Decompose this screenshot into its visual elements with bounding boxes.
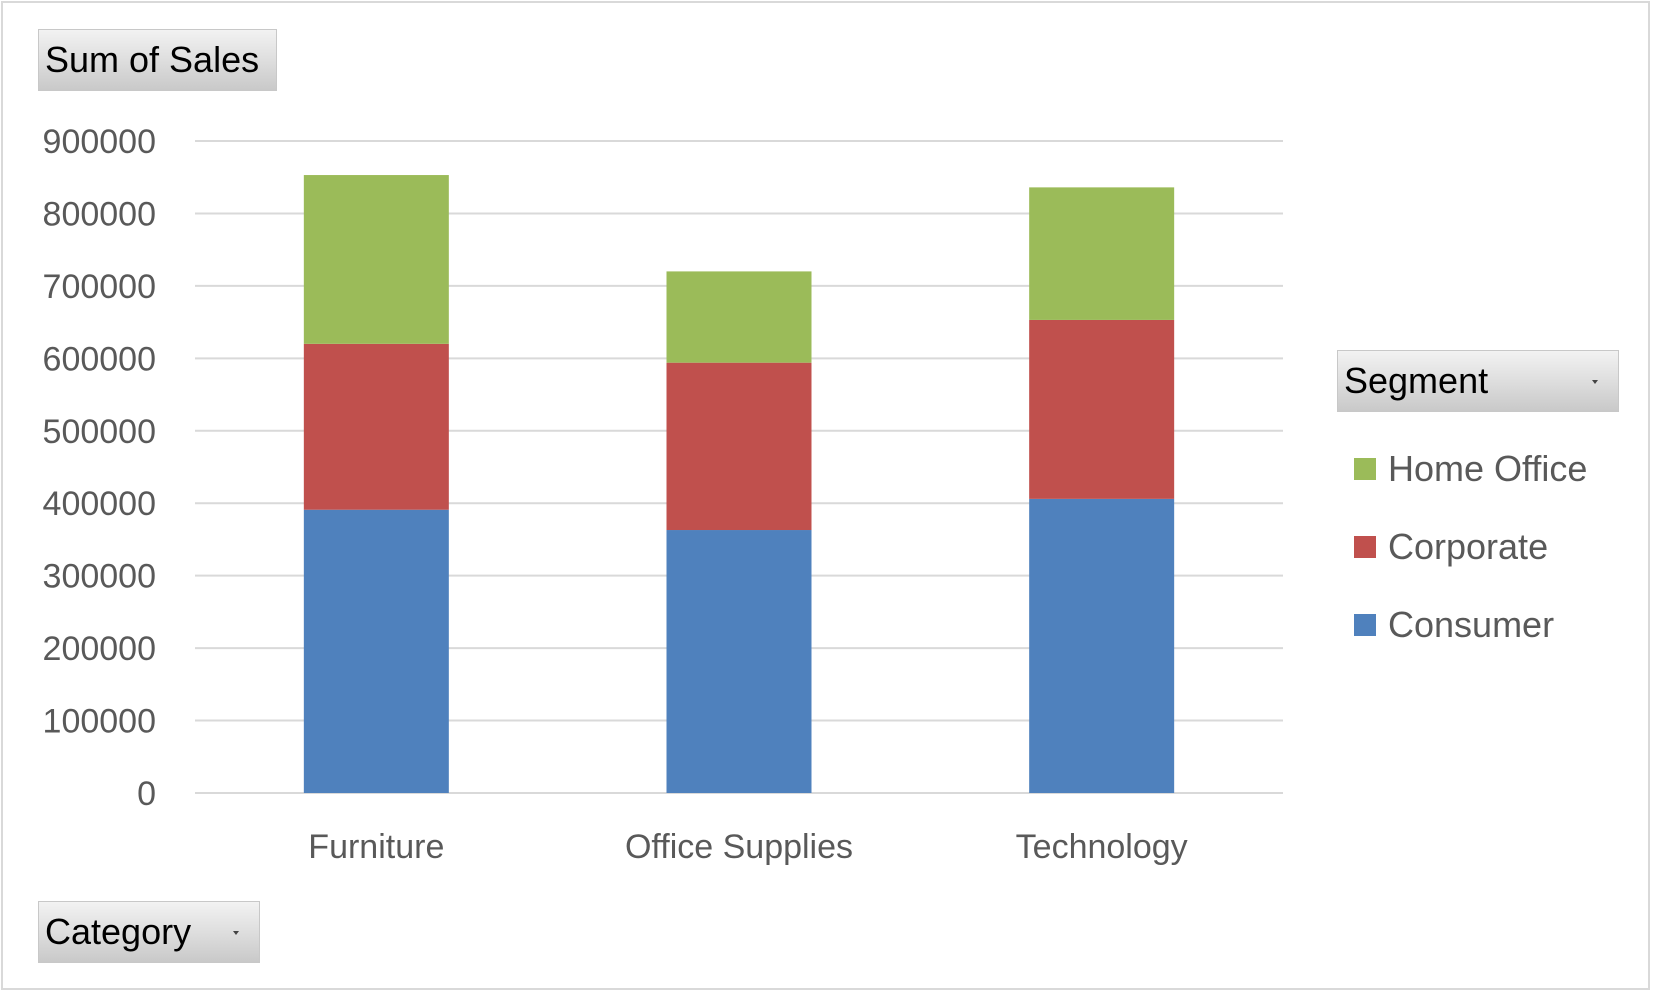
legend-label: Corporate [1388,526,1549,567]
x-tick-label: Technology [1016,828,1188,866]
segment-field-button[interactable]: Segment [1337,350,1619,412]
bar-segment-consumer[interactable] [666,530,812,793]
y-tick-label: 700000 [43,268,156,306]
legend-item-consumer[interactable]: Consumer [1354,586,1587,664]
y-tick-label: 900000 [43,123,156,161]
bar-segment-corporate[interactable] [1029,319,1175,499]
values-field-label: Sum of Sales [45,39,260,80]
y-tick-label: 400000 [43,485,156,523]
values-field-button[interactable]: Sum of Sales [38,29,277,91]
bar-segment-consumer[interactable] [303,509,449,793]
x-tick-label: Office Supplies [625,828,853,866]
y-tick-label: 100000 [43,703,156,741]
legend-swatch [1354,536,1376,558]
legend-label: Home Office [1388,448,1588,489]
legend-swatch [1354,458,1376,480]
legend-label: Consumer [1388,604,1555,645]
legend-item-home-office[interactable]: Home Office [1354,430,1587,508]
y-tick-label: 300000 [43,558,156,596]
y-tick-label: 500000 [43,413,156,451]
segment-field-label: Segment [1344,360,1489,401]
bar-segment-home-office[interactable] [666,271,812,363]
y-tick-label: 200000 [43,630,156,668]
y-tick-label: 600000 [43,340,156,378]
bar-segment-corporate[interactable] [666,362,812,531]
bar-segment-home-office[interactable] [303,175,449,344]
x-tick-label: Furniture [308,828,444,866]
legend-item-corporate[interactable]: Corporate [1354,508,1587,586]
dropdown-arrow-icon[interactable] [1592,380,1598,384]
bar-segment-corporate[interactable] [303,343,449,510]
category-field-button[interactable]: Category [38,901,260,963]
legend-swatch [1354,614,1376,636]
dropdown-arrow-icon[interactable] [233,931,239,935]
y-tick-label: 800000 [43,195,156,233]
bar-segment-home-office[interactable] [1029,187,1175,320]
legend: Home Office Corporate Consumer [1354,430,1587,664]
bar-segment-consumer[interactable] [1029,498,1175,793]
category-field-label: Category [45,911,192,952]
y-tick-label: 0 [137,775,156,813]
